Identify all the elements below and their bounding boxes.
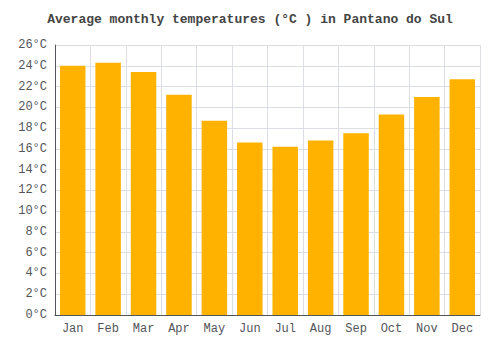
svg-text:Nov: Nov xyxy=(416,322,438,336)
svg-text:Sep: Sep xyxy=(345,322,367,336)
svg-text:22°C: 22°C xyxy=(18,80,47,94)
svg-text:12°C: 12°C xyxy=(18,183,47,197)
svg-text:Jun: Jun xyxy=(239,322,261,336)
svg-text:20°C: 20°C xyxy=(18,100,47,114)
svg-text:Mar: Mar xyxy=(133,322,155,336)
svg-text:Oct: Oct xyxy=(381,322,403,336)
svg-text:Apr: Apr xyxy=(168,322,190,336)
svg-text:Aug: Aug xyxy=(310,322,332,336)
svg-text:Average monthly temperatures (: Average monthly temperatures (°C ) in Pa… xyxy=(47,12,453,27)
svg-text:May: May xyxy=(204,322,226,336)
svg-text:Feb: Feb xyxy=(97,322,119,336)
svg-text:4°C: 4°C xyxy=(25,266,47,280)
svg-text:Dec: Dec xyxy=(451,322,473,336)
svg-text:18°C: 18°C xyxy=(18,121,47,135)
svg-text:2°C: 2°C xyxy=(25,287,47,301)
svg-text:26°C: 26°C xyxy=(18,38,47,52)
svg-text:Jul: Jul xyxy=(274,322,296,336)
svg-text:8°C: 8°C xyxy=(25,225,47,239)
svg-text:24°C: 24°C xyxy=(18,59,47,73)
svg-text:14°C: 14°C xyxy=(18,163,47,177)
svg-text:16°C: 16°C xyxy=(18,142,47,156)
svg-text:0°C: 0°C xyxy=(25,308,47,322)
svg-text:6°C: 6°C xyxy=(25,246,47,260)
svg-text:Jan: Jan xyxy=(62,322,84,336)
svg-text:10°C: 10°C xyxy=(18,204,47,218)
